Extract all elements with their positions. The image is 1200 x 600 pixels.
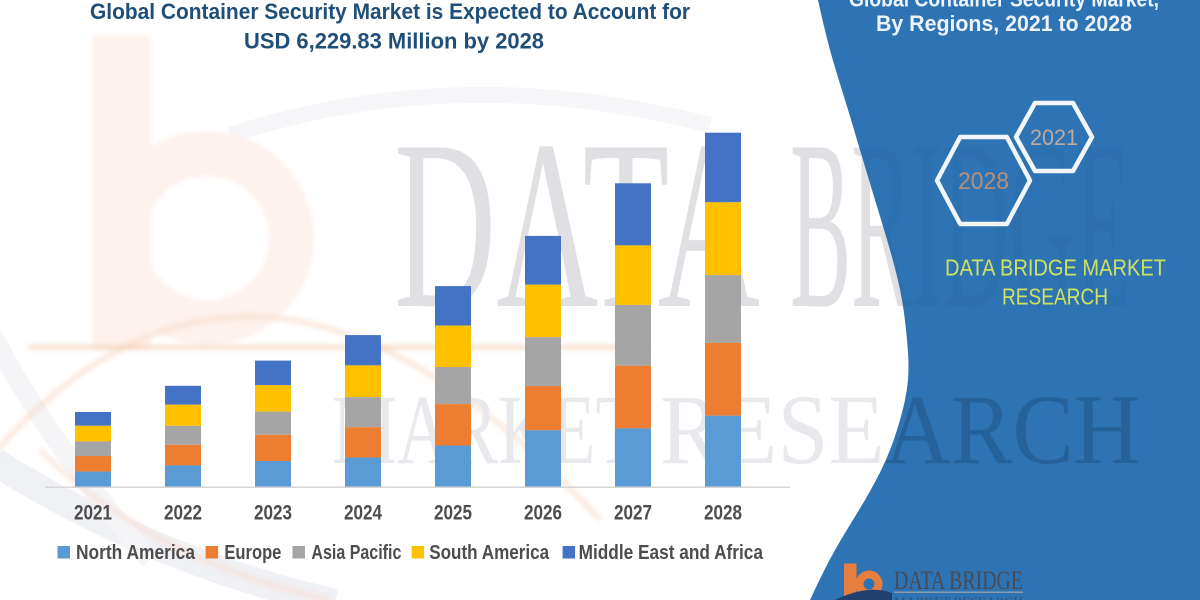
svg-text:North America: North America <box>76 542 196 564</box>
svg-text:2024: 2024 <box>344 501 382 525</box>
svg-text:Global Container Security Mark: Global Container Security Market is Expe… <box>90 0 690 24</box>
svg-text:2023: 2023 <box>254 501 292 525</box>
svg-text:2028: 2028 <box>704 501 742 525</box>
svg-text:DATA BRIDGE: DATA BRIDGE <box>894 566 1023 595</box>
svg-text:Middle East and Africa: Middle East and Africa <box>579 542 764 564</box>
svg-text:2021: 2021 <box>1030 125 1078 150</box>
svg-text:South America: South America <box>429 542 550 564</box>
svg-text:Global Container Security Mark: Global Container Security Market, <box>849 0 1159 12</box>
svg-text:By Regions, 2021 to 2028: By Regions, 2021 to 2028 <box>876 11 1132 36</box>
svg-text:2022: 2022 <box>164 501 202 525</box>
svg-text:2028: 2028 <box>958 168 1009 195</box>
svg-text:Asia Pacific: Asia Pacific <box>311 542 401 564</box>
svg-text:USD 6,229.83 Million by 2028: USD 6,229.83 Million by 2028 <box>244 29 544 54</box>
svg-text:DATA BRIDGE MARKET: DATA BRIDGE MARKET <box>945 255 1166 281</box>
svg-text:2026: 2026 <box>524 501 562 525</box>
svg-text:2021: 2021 <box>74 501 112 525</box>
svg-text:2027: 2027 <box>614 501 652 525</box>
svg-text:Europe: Europe <box>224 542 281 564</box>
svg-text:2025: 2025 <box>434 501 472 525</box>
svg-text:MARKET: MARKET <box>332 374 640 485</box>
svg-text:RESEARCH: RESEARCH <box>1002 284 1108 310</box>
svg-text:MARKET RESEARCH: MARKET RESEARCH <box>894 594 1023 600</box>
